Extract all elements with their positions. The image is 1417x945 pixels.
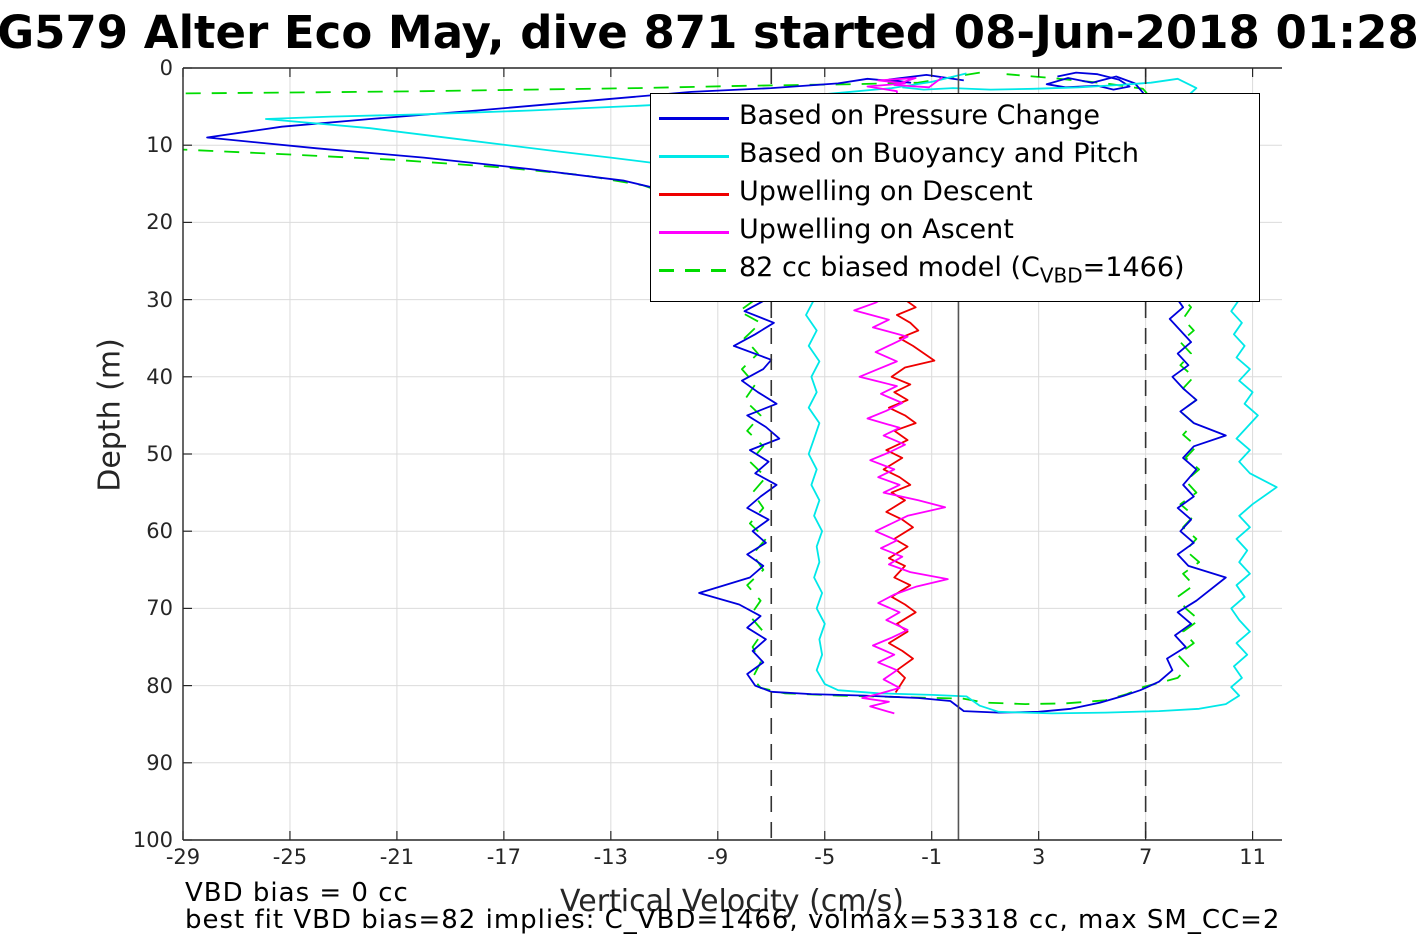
legend-entry-upwelling-descent: Upwelling on Descent bbox=[651, 175, 1259, 213]
legend-label: Based on Pressure Change bbox=[739, 100, 1100, 132]
legend-entry-buoyancy-pitch: Based on Buoyancy and Pitch bbox=[651, 137, 1259, 175]
y-tick-label-0: 0 bbox=[159, 56, 173, 80]
legend-line-sample-icon bbox=[659, 154, 729, 158]
y-tick-label-100: 100 bbox=[132, 828, 173, 852]
legend-line-sample-icon bbox=[659, 268, 729, 272]
legend-entry-upwelling-ascent: Upwelling on Ascent bbox=[651, 213, 1259, 251]
x-tick-label--13: -13 bbox=[593, 845, 628, 869]
legend-line-sample-icon bbox=[659, 230, 729, 234]
y-tick-label-50: 50 bbox=[146, 442, 173, 466]
x-tick-label--25: -25 bbox=[272, 845, 308, 869]
x-tick-label--21: -21 bbox=[379, 845, 415, 869]
legend-label: Upwelling on Ascent bbox=[739, 214, 1014, 246]
vbd-bias-annotation: VBD bias = 0 cc bbox=[185, 878, 409, 908]
axes-spines bbox=[182, 67, 1282, 841]
legend-entry-biased-model: 82 cc biased model (CVBD=1466) bbox=[651, 251, 1259, 289]
legend-line-sample-icon bbox=[659, 116, 729, 120]
y-tick-label-40: 40 bbox=[146, 364, 173, 389]
y-tick-label-30: 30 bbox=[146, 287, 173, 312]
y-tick-label-60: 60 bbox=[146, 519, 173, 544]
x-tick-label-3: 3 bbox=[1031, 845, 1046, 869]
x-tick-label--1: -1 bbox=[921, 845, 943, 869]
legend-label: Upwelling on Descent bbox=[739, 176, 1033, 208]
y-tick-label-10: 10 bbox=[146, 133, 173, 158]
y-tick-label-70: 70 bbox=[146, 596, 173, 621]
x-tick-label--5: -5 bbox=[814, 845, 836, 869]
legend-entry-pressure-change: Based on Pressure Change bbox=[651, 99, 1259, 137]
best-fit-annotation: best fit VBD bias=82 implies: C_VBD=1466… bbox=[185, 905, 1281, 935]
x-axis-label: Vertical Velocity (cm/s) bbox=[560, 884, 904, 919]
x-tick-label--29: -29 bbox=[165, 845, 201, 869]
x-tick-label--9: -9 bbox=[707, 845, 729, 869]
legend-label: Based on Buoyancy and Pitch bbox=[739, 138, 1139, 170]
y-tick-label-20: 20 bbox=[146, 210, 173, 235]
y-tick-label-80: 80 bbox=[146, 673, 173, 698]
legend-box: Based on Pressure Change Based on Buoyan… bbox=[650, 93, 1260, 302]
legend-label: 82 cc biased model (C bbox=[739, 252, 1040, 284]
x-tick-label-11: 11 bbox=[1239, 845, 1266, 869]
x-tick-label-7: 7 bbox=[1138, 845, 1153, 869]
y-axis-label: Depth (m) bbox=[92, 338, 128, 492]
x-tick-label--17: -17 bbox=[486, 845, 522, 869]
series-line-upwelling-on-descent bbox=[882, 293, 936, 693]
y-tick-label-90: 90 bbox=[146, 750, 173, 775]
figure-title: G579 Alter Eco May, dive 871 started 08-… bbox=[0, 6, 1417, 59]
legend-line-sample-icon bbox=[659, 192, 729, 196]
